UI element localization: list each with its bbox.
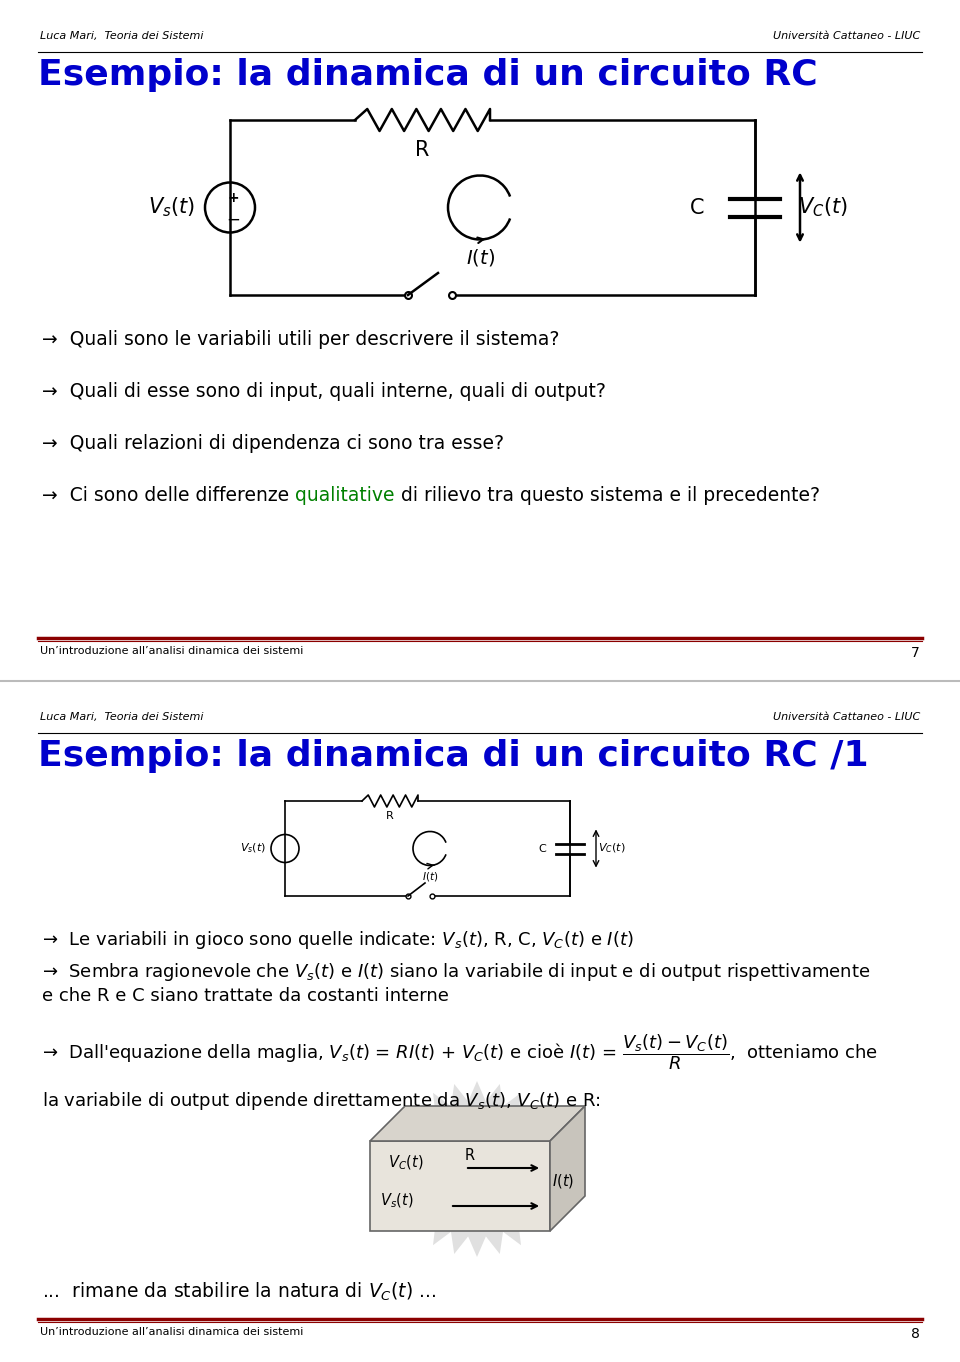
Text: Università Cattaneo - LIUC: Università Cattaneo - LIUC bbox=[773, 31, 920, 41]
Text: di rilievo tra questo sistema e il precedente?: di rilievo tra questo sistema e il prece… bbox=[395, 486, 820, 505]
Text: →  Ci sono delle differenze: → Ci sono delle differenze bbox=[42, 486, 295, 505]
Text: $V_C(\mathit{t})$: $V_C(\mathit{t})$ bbox=[388, 1154, 423, 1173]
Text: R: R bbox=[465, 1148, 475, 1163]
Text: $V_C(t)$: $V_C(t)$ bbox=[798, 196, 848, 219]
Text: +: + bbox=[228, 191, 239, 204]
Text: −: − bbox=[226, 211, 240, 229]
Text: qualitative: qualitative bbox=[295, 486, 395, 505]
Polygon shape bbox=[389, 1081, 565, 1257]
Text: e che R e C siano trattate da costanti interne: e che R e C siano trattate da costanti i… bbox=[42, 987, 449, 1005]
Text: Luca Mari,  Teoria dei Sistemi: Luca Mari, Teoria dei Sistemi bbox=[40, 712, 204, 722]
Text: ...  rimane da stabilire la natura di $V_C(\mathit{t})$ ...: ... rimane da stabilire la natura di $V_… bbox=[42, 1282, 437, 1303]
Polygon shape bbox=[370, 1106, 585, 1141]
Text: 7: 7 bbox=[911, 646, 920, 661]
Text: $V_s(\mathit{t})$: $V_s(\mathit{t})$ bbox=[380, 1192, 414, 1211]
Text: →  Quali di esse sono di input, quali interne, quali di output?: → Quali di esse sono di input, quali int… bbox=[42, 381, 606, 400]
Text: →  Quali relazioni di dipendenza ci sono tra esse?: → Quali relazioni di dipendenza ci sono … bbox=[42, 434, 504, 454]
Text: $V_s(t)$: $V_s(t)$ bbox=[149, 196, 196, 219]
Text: $V_C(t)$: $V_C(t)$ bbox=[598, 842, 626, 855]
Text: 8: 8 bbox=[911, 1327, 920, 1342]
Text: $I(t)$: $I(t)$ bbox=[421, 870, 438, 883]
Text: $I(\mathit{t})$: $I(\mathit{t})$ bbox=[552, 1171, 574, 1190]
Text: Un’introduzione all’analisi dinamica dei sistemi: Un’introduzione all’analisi dinamica dei… bbox=[40, 1327, 303, 1337]
Polygon shape bbox=[550, 1106, 585, 1231]
Text: Esempio: la dinamica di un circuito RC: Esempio: la dinamica di un circuito RC bbox=[38, 59, 818, 93]
Polygon shape bbox=[370, 1141, 550, 1231]
Text: R: R bbox=[386, 810, 394, 821]
Text: →  Le variabili in gioco sono quelle indicate: $V_s(\mathit{t})$, R, C, $V_C(\ma: → Le variabili in gioco sono quelle indi… bbox=[42, 929, 634, 951]
Text: →  Sembra ragionevole che $V_s(\mathit{t})$ e $I(\mathit{t})$ siano la variabile: → Sembra ragionevole che $V_s(\mathit{t}… bbox=[42, 962, 871, 983]
Text: la variabile di output dipende direttamente da $V_s(\mathit{t})$, $V_C(\mathit{t: la variabile di output dipende direttame… bbox=[42, 1090, 601, 1111]
Text: Luca Mari,  Teoria dei Sistemi: Luca Mari, Teoria dei Sistemi bbox=[40, 31, 204, 41]
Text: Esempio: la dinamica di un circuito RC /1: Esempio: la dinamica di un circuito RC /… bbox=[38, 740, 869, 774]
Text: $V_s(t)$: $V_s(t)$ bbox=[240, 842, 266, 855]
Text: C: C bbox=[689, 197, 705, 218]
Text: C: C bbox=[539, 843, 546, 854]
Text: Un’introduzione all’analisi dinamica dei sistemi: Un’introduzione all’analisi dinamica dei… bbox=[40, 646, 303, 656]
Text: →  Quali sono le variabili utili per descrivere il sistema?: → Quali sono le variabili utili per desc… bbox=[42, 330, 560, 349]
Text: Università Cattaneo - LIUC: Università Cattaneo - LIUC bbox=[773, 712, 920, 722]
Text: →  Dall'equazione della maglia, $V_s(\mathit{t})$ = $RI(\mathit{t})$ + $V_C(\mat: → Dall'equazione della maglia, $V_s(\mat… bbox=[42, 1032, 878, 1072]
Text: $I(t)$: $I(t)$ bbox=[466, 247, 494, 268]
Text: R: R bbox=[416, 140, 430, 159]
